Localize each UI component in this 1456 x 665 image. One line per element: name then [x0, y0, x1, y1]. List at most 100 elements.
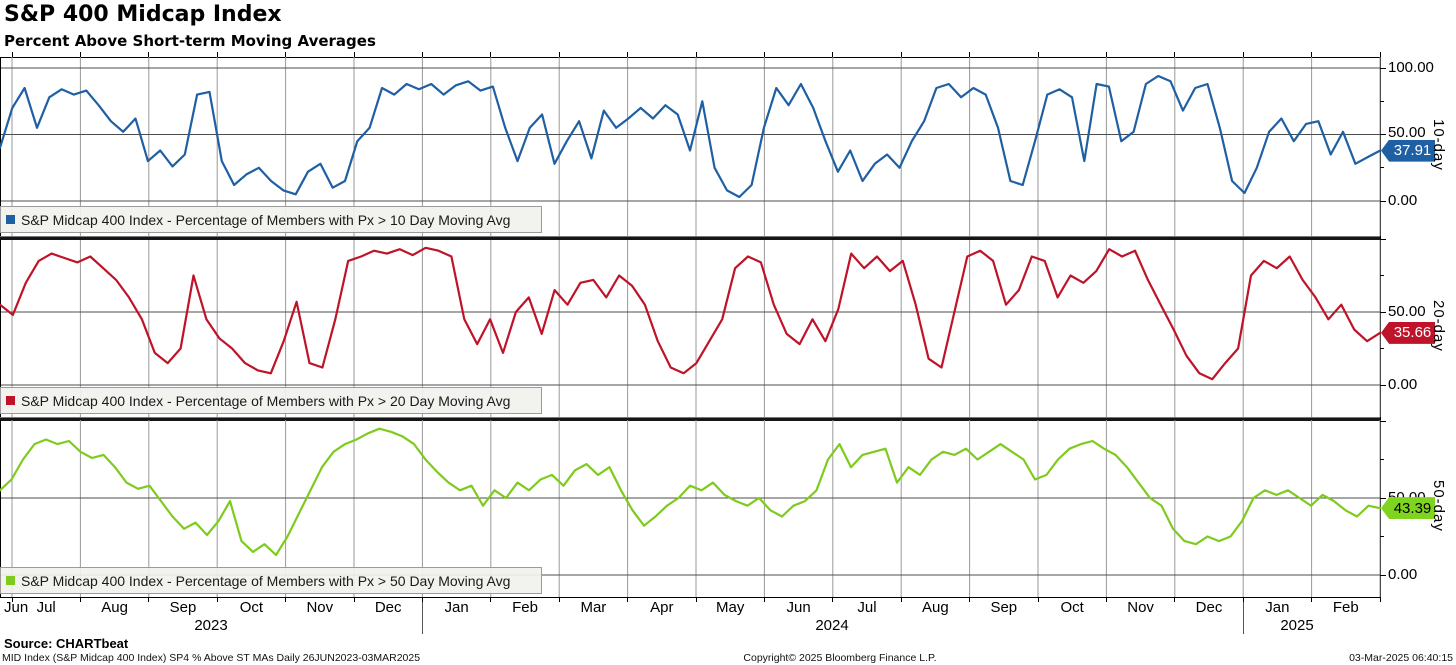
legend-10day[interactable]: S&P Midcap 400 Index - Percentage of Mem… — [0, 206, 542, 233]
copyright-label: Copyright© 2025 Bloomberg Finance L.P. — [743, 652, 937, 664]
chart-meta-label: MID Index (S&P Midcap 400 Index) SP4 % A… — [2, 652, 421, 664]
right-axis-tick — [1380, 536, 1384, 537]
month-tick — [763, 597, 765, 602]
month-tick — [490, 52, 492, 57]
month-tick — [1037, 52, 1039, 57]
right-axis-tick — [1380, 100, 1384, 102]
month-label-apr-10: Apr — [650, 599, 674, 616]
right-axis-tick — [1380, 275, 1384, 276]
month-tick — [763, 52, 765, 57]
month-tick — [558, 52, 560, 57]
series-line-50-day — [0, 427, 1381, 557]
month-label-jul-1: Jul — [36, 599, 56, 616]
month-label-dec-18: Dec — [1195, 599, 1223, 616]
year-label-2025: 2025 — [1280, 617, 1314, 634]
month-tick — [969, 52, 971, 57]
ytick-0-panel1: 0.00 — [1388, 192, 1418, 209]
year-separator-2024 — [422, 600, 423, 634]
month-tick — [1242, 597, 1244, 602]
month-label-mar-9: Mar — [580, 599, 607, 616]
month-tick — [1105, 52, 1107, 57]
legend-swatch-green-icon — [6, 576, 15, 585]
panel-top-border — [0, 57, 1381, 58]
month-tick — [558, 597, 560, 602]
page-title: S&P 400 Midcap Index — [4, 2, 282, 27]
month-tick — [900, 52, 902, 57]
month-tick — [900, 597, 902, 602]
month-tick — [216, 597, 218, 602]
ytick-0-panel2: 0.00 — [1388, 376, 1418, 393]
series-line-20-day — [0, 246, 1381, 381]
timestamp-label: 03-Mar-2025 06:40:15 — [1349, 652, 1453, 664]
ytick-50-panel2: 50.00 — [1388, 303, 1426, 320]
month-label-feb-8: Feb — [512, 599, 538, 616]
month-tick — [695, 52, 697, 57]
month-tick — [1242, 52, 1244, 57]
legend-label-50day: S&P Midcap 400 Index - Percentage of Mem… — [21, 572, 511, 589]
month-tick — [79, 597, 81, 602]
month-label-aug-14: Aug — [922, 599, 949, 616]
month-tick — [148, 52, 150, 57]
month-label-feb-20: Feb — [1332, 599, 1359, 616]
series-line-10-day — [0, 74, 1381, 199]
right-axis-tick — [1380, 497, 1386, 499]
legend-label-20day: S&P Midcap 400 Index - Percentage of Mem… — [21, 392, 511, 409]
month-tick — [969, 597, 971, 602]
month-tick — [421, 52, 423, 57]
ytick-50-panel1: 50.00 — [1388, 124, 1426, 141]
right-axis-tick — [1380, 384, 1386, 386]
month-tick — [216, 52, 218, 57]
panel-20day-plot — [0, 240, 1381, 417]
month-tick — [421, 597, 423, 602]
month-tick — [285, 52, 287, 57]
month-tick — [11, 52, 13, 57]
panel-label-10day: 10-day — [1430, 119, 1447, 171]
month-label-nov-5: Nov — [306, 599, 334, 616]
year-label-2023: 2023 — [194, 617, 228, 634]
month-tick — [353, 52, 355, 57]
month-tick — [1379, 52, 1381, 57]
year-separator-2025 — [1243, 600, 1244, 634]
month-tick — [1037, 597, 1039, 602]
ytick-100-panel1: 100.00 — [1388, 59, 1434, 76]
month-label-jun-12: Jun — [786, 599, 811, 616]
month-label-sep-15: Sep — [990, 599, 1018, 616]
panel-label-50day: 50-day — [1430, 480, 1447, 532]
month-tick — [490, 597, 492, 602]
month-tick — [1311, 52, 1313, 57]
month-tick — [627, 52, 629, 57]
right-axis-tick — [1380, 67, 1386, 69]
source-label: Source: CHARTbeat — [4, 636, 129, 651]
right-axis-tick — [1380, 238, 1386, 240]
month-label-jul-13: Jul — [857, 599, 877, 616]
month-label-oct-4: Oct — [239, 599, 264, 616]
month-label-jun-0: Jun — [4, 599, 29, 616]
month-label-oct-16: Oct — [1060, 599, 1084, 616]
month-tick — [832, 52, 834, 57]
month-label-aug-2: Aug — [101, 599, 128, 616]
month-label-may-11: May — [716, 599, 745, 616]
panel-label-20day: 20-day — [1430, 300, 1447, 352]
month-tick — [1105, 597, 1107, 602]
right-axis-tick — [1380, 348, 1384, 349]
panel-separator-1 — [0, 236, 1381, 240]
page-subtitle: Percent Above Short-term Moving Averages — [4, 32, 376, 50]
month-label-jan-19: Jan — [1265, 599, 1290, 616]
last-value-badge-50day: 43.39 — [1381, 497, 1435, 520]
ytick-0-panel3: 0.00 — [1388, 566, 1418, 583]
month-tick — [695, 597, 697, 602]
legend-label-10day: S&P Midcap 400 Index - Percentage of Mem… — [21, 211, 511, 228]
legend-50day[interactable]: S&P Midcap 400 Index - Percentage of Mem… — [0, 567, 542, 594]
legend-20day[interactable]: S&P Midcap 400 Index - Percentage of Mem… — [0, 387, 542, 414]
month-label-sep-3: Sep — [169, 599, 197, 616]
month-tick — [1174, 597, 1176, 602]
month-tick — [11, 597, 13, 602]
month-tick — [627, 597, 629, 602]
month-tick — [1311, 597, 1313, 602]
year-label-2024: 2024 — [815, 617, 849, 634]
right-axis-tick — [1380, 311, 1386, 313]
right-axis-tick — [1380, 134, 1386, 135]
last-value-badge-10day: 37.91 — [1381, 139, 1435, 162]
right-axis-tick — [1380, 420, 1386, 422]
